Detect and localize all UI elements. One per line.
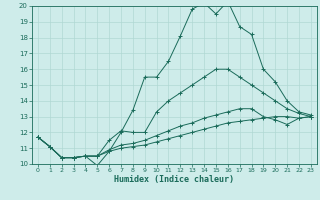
X-axis label: Humidex (Indice chaleur): Humidex (Indice chaleur) <box>115 175 234 184</box>
